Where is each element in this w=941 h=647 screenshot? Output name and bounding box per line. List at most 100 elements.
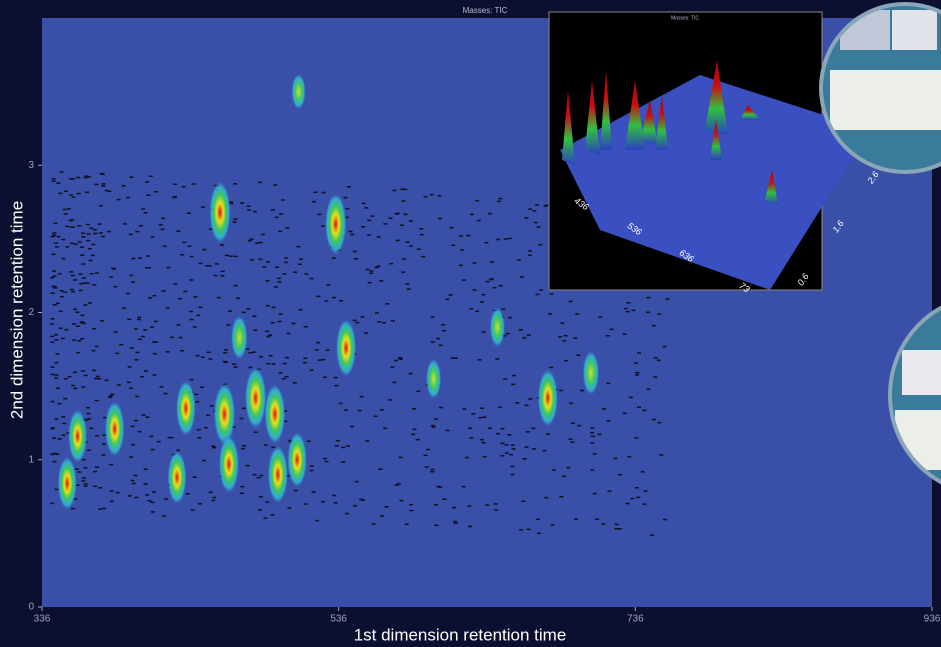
peak-marker (78, 289, 83, 292)
peak-marker (309, 465, 314, 467)
peak-marker (50, 323, 55, 325)
peak-marker (240, 485, 245, 488)
peak-marker (189, 255, 194, 258)
x-tick-label: 736 (627, 614, 644, 625)
peak-marker (459, 235, 464, 237)
peak-marker (633, 362, 638, 364)
peak-marker (311, 491, 316, 493)
peak-marker (566, 466, 571, 469)
peak-marker (209, 405, 214, 407)
peak-marker (559, 496, 564, 498)
peak-marker (216, 296, 221, 299)
peak-marker (236, 297, 241, 299)
peak-marker (94, 345, 99, 348)
peak-marker (129, 456, 134, 458)
peak-marker (480, 407, 485, 409)
peak-marker (193, 296, 198, 298)
peak-marker (438, 217, 443, 220)
peak-marker (207, 265, 212, 267)
peak-marker (383, 427, 388, 430)
peak-marker (395, 239, 400, 242)
peak-marker (50, 453, 55, 456)
peak-marker (263, 517, 268, 519)
peak-marker (313, 191, 318, 194)
peak-marker (258, 181, 263, 184)
peak-marker (205, 265, 210, 267)
peak-marker (57, 438, 62, 440)
peak-marker (436, 337, 441, 340)
peak-marker (54, 246, 59, 248)
peak-marker (59, 290, 64, 292)
peak-marker (501, 308, 506, 311)
peak-marker (533, 221, 538, 224)
peak-marker (253, 431, 258, 433)
peak-marker (150, 236, 155, 238)
peak-marker (81, 386, 86, 388)
peak-marker (293, 271, 298, 273)
peak-marker (434, 524, 439, 527)
peak-marker (208, 491, 213, 494)
peak-marker (50, 235, 55, 238)
peak-marker (278, 230, 283, 233)
peak-marker (148, 175, 153, 177)
peak-marker (497, 406, 502, 409)
peak-marker (65, 246, 70, 248)
peak-marker (163, 392, 168, 395)
peak-marker (113, 285, 118, 288)
peak-marker (551, 469, 556, 471)
peak-marker (314, 349, 319, 351)
peak-marker (429, 193, 434, 196)
peak-marker (657, 421, 662, 424)
peak-marker (653, 376, 658, 378)
peak-marker (373, 415, 378, 418)
peak-marker (94, 466, 99, 469)
peak-marker (97, 223, 102, 225)
peak-marker (58, 192, 63, 195)
peak-marker (75, 468, 80, 470)
peak-marker (137, 316, 142, 319)
chart-title: Masses: TIC (463, 6, 508, 15)
peak-marker (151, 511, 156, 513)
peak-marker (496, 238, 501, 241)
peak-marker (622, 412, 627, 415)
peak-marker (341, 446, 346, 449)
peak-marker (276, 277, 281, 280)
peak-marker (89, 272, 94, 275)
x-axis-label: 1st dimension retention time (354, 625, 567, 644)
peak-marker (436, 485, 441, 488)
peak-marker (154, 191, 159, 193)
peak (213, 382, 236, 447)
peak-marker (273, 286, 278, 288)
peak-marker (481, 331, 486, 333)
peak-marker (50, 292, 55, 294)
peak-marker (306, 440, 311, 442)
peak-marker (224, 361, 229, 364)
peak-marker (164, 498, 169, 500)
peak-marker (350, 233, 355, 236)
peak-marker (550, 524, 555, 526)
peak-marker (321, 191, 326, 194)
peak-marker (202, 248, 207, 251)
peak-marker (110, 393, 115, 396)
peak-marker (500, 442, 505, 445)
peak-marker (54, 377, 59, 379)
peak-marker (360, 499, 365, 501)
peak-marker (284, 257, 289, 259)
peak-marker (82, 322, 87, 325)
peak-marker (77, 471, 82, 473)
peak-marker (651, 324, 656, 327)
peak-marker (293, 489, 298, 492)
peak-marker (324, 460, 329, 463)
peak-marker (87, 176, 92, 178)
peak-marker (141, 208, 146, 210)
peak-marker (493, 503, 498, 505)
inset-3d: Masses: TIC (548, 11, 870, 291)
peak-marker (192, 326, 197, 328)
peak-marker (367, 219, 372, 222)
peak-marker (284, 356, 289, 359)
peak-marker (389, 262, 394, 265)
peak-marker (259, 356, 264, 358)
peak-marker (138, 338, 143, 341)
peak-marker (84, 419, 89, 421)
peak-marker (72, 371, 77, 374)
